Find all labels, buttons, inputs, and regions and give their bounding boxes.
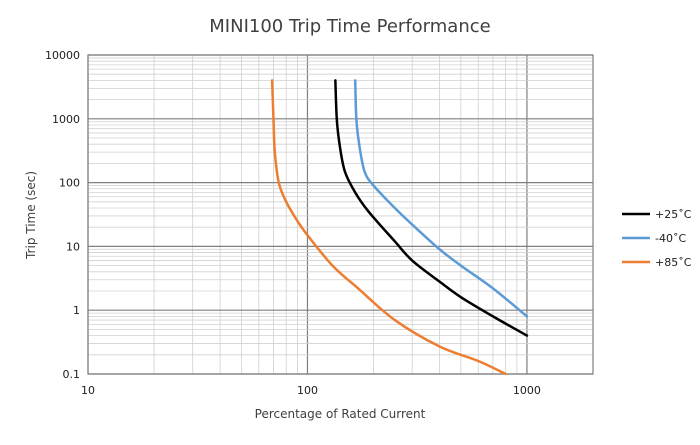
series-lines (270, 79, 529, 376)
y-axis-title: Trip Time (sec) (24, 171, 38, 260)
grid (87, 54, 594, 375)
plot-border (87, 54, 594, 375)
y-tick-label: 10 (66, 240, 80, 253)
y-tick-label: 1 (73, 304, 80, 317)
legend-label-minus40c: -40˚C (655, 232, 686, 245)
tick-labels: 10 100 1000 10000 1000 100 10 1 0.1 (45, 49, 541, 397)
series-line-minus40c (353, 79, 529, 318)
x-tick-label: 1000 (513, 384, 541, 397)
series-line-plus25c (334, 79, 529, 337)
x-tick-label: 100 (297, 384, 318, 397)
y-tick-label: 1000 (52, 113, 80, 126)
legend-label-plus25c: +25˚C (655, 208, 692, 221)
series-line-plus85c (270, 79, 507, 376)
x-axis-title: Percentage of Rated Current (255, 407, 426, 421)
y-tick-label: 0.1 (63, 368, 81, 381)
x-tick-label: 10 (81, 384, 95, 397)
y-tick-label: 100 (59, 177, 80, 190)
y-tick-label: 10000 (45, 49, 80, 62)
legend: +25˚C -40˚C +85˚C (622, 208, 692, 269)
legend-label-plus85c: +85˚C (655, 256, 692, 269)
chart-title: MINI100 Trip Time Performance (209, 16, 490, 37)
